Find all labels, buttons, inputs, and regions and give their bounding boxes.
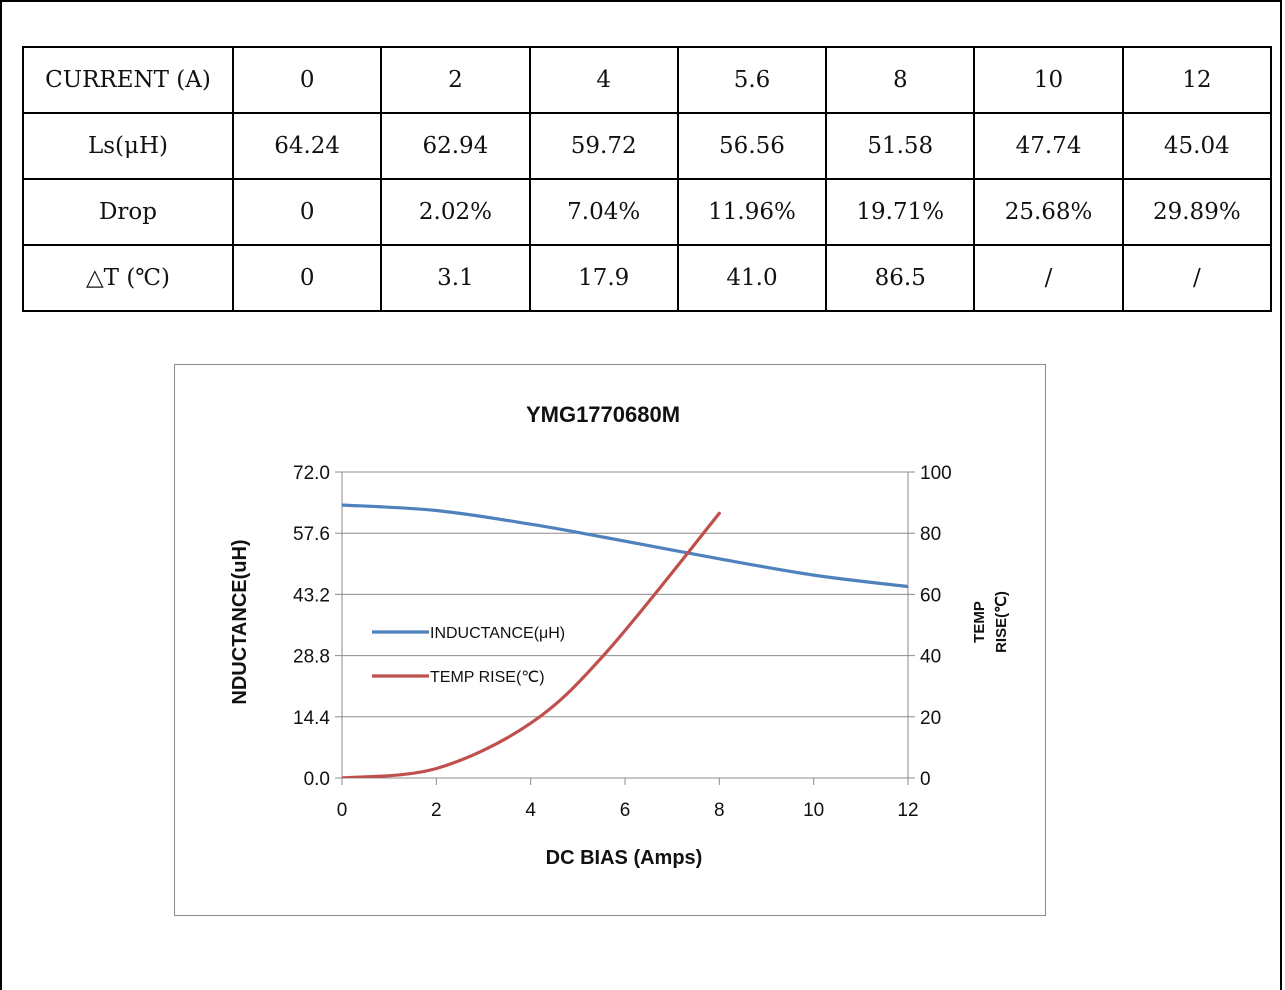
legend-label: TEMP RISE(℃) (430, 669, 545, 686)
row-header: Drop (22, 178, 234, 246)
table-cell: 56.56 (676, 112, 828, 180)
chart-area (174, 364, 1046, 916)
y-left-tick-label: 28.8 (293, 647, 330, 668)
table-cell: 47.74 (973, 112, 1124, 180)
y-left-tick-label: 57.6 (293, 524, 330, 545)
table-cell: 29.89% (1121, 178, 1273, 246)
row-header: CURRENT (A) (22, 46, 234, 114)
temp-rise-series-line (342, 511, 721, 778)
y-axis-left-label: NDUCTANCE(uH) (229, 539, 251, 704)
x-tick-label: 0 (337, 800, 348, 821)
x-tick-label: 12 (897, 800, 918, 821)
table-cell: 8 (825, 46, 976, 114)
table-cell: 10 (973, 46, 1124, 114)
table-cell: 19.71% (825, 178, 976, 246)
y-right-tick-label: 0 (920, 769, 931, 790)
table-cell: 41.0 (676, 244, 828, 312)
inductance-series-line (342, 503, 908, 589)
table-cell: 2.02% (380, 178, 531, 246)
y-left-tick-label: 0.0 (304, 769, 330, 790)
x-tick-label: 4 (525, 800, 536, 821)
legend: INDUCTANCE(μH) TEMP RISE(℃) (372, 625, 565, 686)
row-header: △T (℃) (22, 244, 234, 312)
x-axis-label: DC BIAS (Amps) (546, 847, 703, 869)
x-tick-label: 2 (431, 800, 442, 821)
chart-title: YMG1770680M (526, 402, 680, 427)
table-cell: 62.94 (380, 112, 531, 180)
table-row-inductance-row: Ls(μH) 64.24 62.94 59.72 56.56 51.58 47.74 45.0… (22, 112, 1273, 180)
y-right-tick-label: 80 (920, 524, 941, 545)
y-right-tick-label: 100 (920, 463, 952, 484)
x-tick-label: 8 (714, 800, 725, 821)
y-left-tick-label: 72.0 (293, 463, 330, 484)
table-cell: 64.24 (231, 112, 383, 180)
table-cell: 11.96% (676, 178, 828, 246)
table-row-temp-rise-row: △T (℃) 0 3.1 17.9 41.0 86.5// (22, 244, 1273, 312)
table-cell: 59.72 (528, 112, 679, 180)
svg-text:TEMP: TEMP (971, 601, 988, 643)
row-header: Ls(μH) (22, 112, 234, 180)
chart-svg: 0.0 0 14.4 20 28.8 40 43.2 60 57.6 80 72.0 100 0 2 4 6 8… (229, 402, 1010, 869)
table-cell: 45.04 (1121, 112, 1273, 180)
table-cell: 3.1 (380, 244, 531, 312)
table-cell: / (1121, 244, 1273, 312)
y-left-tick-label: 14.4 (293, 708, 330, 729)
y-right-tick-label: 40 (920, 647, 941, 668)
table-cell: 0 (231, 46, 383, 114)
table-cell: 0 (231, 178, 383, 246)
svg-text:RISE(℃): RISE(℃) (993, 591, 1010, 653)
y-right-tick-label: 60 (920, 585, 941, 606)
table-cell: 17.9 (528, 244, 679, 312)
table-row-current-row: CURRENT (A) 0 2 4 5.6 8 10 12 (22, 46, 1273, 114)
y-right-tick-label: 20 (920, 708, 941, 729)
table-cell: 86.5 (825, 244, 976, 312)
table-cell: 4 (528, 46, 679, 114)
table-cell: 12 (1121, 46, 1273, 114)
table-row-drop-row: Drop 0 2.02% 7.04% 11.96% 19.71% 25.68% 29.89% (22, 178, 1273, 246)
table-cell: 25.68% (973, 178, 1124, 246)
x-tick-label: 10 (803, 800, 824, 821)
table-cell: / (973, 244, 1124, 312)
table-cell: 51.58 (825, 112, 976, 180)
y-axis-right-label: TEMP RISE(℃) (971, 591, 1010, 653)
table-cell: 0 (231, 244, 383, 312)
table-cell: 2 (380, 46, 531, 114)
y-left-tick-label: 43.2 (293, 585, 330, 606)
spec-table: CURRENT (A) 0 2 4 5.6 8 10 12 Ls(μH) 64.24 62.94 59… (22, 46, 1273, 312)
x-tick-label: 6 (620, 800, 631, 821)
table-cell: 5.6 (676, 46, 828, 114)
table-cell: 7.04% (528, 178, 679, 246)
legend-label: INDUCTANCE(μH) (430, 625, 565, 642)
